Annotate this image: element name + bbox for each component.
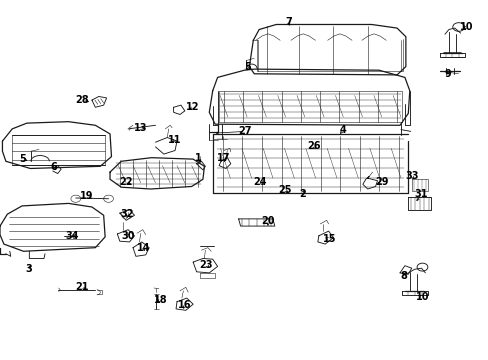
Text: 10: 10 [459,22,473,32]
Text: 26: 26 [306,141,320,151]
Text: 14: 14 [137,243,150,253]
Text: 10: 10 [415,292,429,302]
Text: 21: 21 [75,282,89,292]
Text: 15: 15 [322,234,336,244]
Text: 9: 9 [444,69,450,79]
Text: 4: 4 [339,125,346,135]
Text: 24: 24 [253,177,266,187]
Text: 7: 7 [285,17,291,27]
Text: 32: 32 [120,209,134,219]
Text: 13: 13 [134,123,147,133]
Text: 12: 12 [186,102,200,112]
Text: 34: 34 [65,231,79,241]
Text: 1: 1 [195,153,202,163]
Text: 18: 18 [153,294,167,305]
Text: 29: 29 [375,177,388,187]
Text: 23: 23 [199,260,213,270]
Text: 5: 5 [244,62,250,72]
Text: 30: 30 [121,231,135,241]
Text: 8: 8 [400,271,407,282]
Text: 25: 25 [277,185,291,195]
Text: 22: 22 [119,177,133,187]
Text: 19: 19 [80,191,94,201]
Text: 20: 20 [261,216,274,226]
Text: 16: 16 [178,300,191,310]
Text: 33: 33 [404,171,418,181]
Text: 27: 27 [238,126,252,136]
Text: 5: 5 [19,154,26,164]
Text: 2: 2 [298,189,305,199]
Text: 28: 28 [75,95,89,105]
Text: 17: 17 [217,153,230,163]
Text: 6: 6 [50,162,57,172]
Text: 11: 11 [168,135,182,145]
Text: 3: 3 [25,264,32,274]
Text: 31: 31 [414,189,427,199]
